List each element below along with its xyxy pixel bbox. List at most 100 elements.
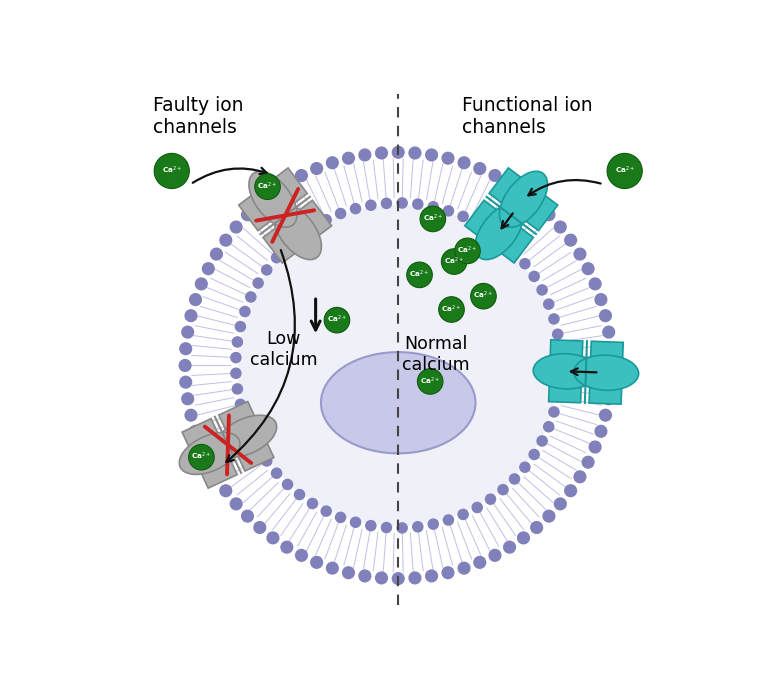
Circle shape (420, 206, 446, 232)
Circle shape (366, 520, 376, 531)
Circle shape (413, 522, 423, 532)
Circle shape (510, 474, 520, 484)
Circle shape (359, 570, 371, 582)
Circle shape (231, 368, 241, 379)
Text: Ca$^{2+}$: Ca$^{2+}$ (441, 303, 462, 315)
Circle shape (255, 174, 280, 199)
Ellipse shape (533, 354, 598, 389)
Text: Ca$^{2+}$: Ca$^{2+}$ (423, 212, 443, 224)
Circle shape (489, 170, 501, 181)
Circle shape (442, 152, 454, 164)
Polygon shape (465, 200, 533, 263)
Circle shape (426, 149, 437, 161)
Circle shape (439, 297, 465, 322)
Circle shape (336, 208, 346, 219)
Circle shape (295, 549, 308, 561)
Circle shape (267, 532, 279, 544)
Polygon shape (239, 168, 307, 230)
Circle shape (239, 206, 558, 525)
Circle shape (589, 441, 601, 453)
Circle shape (220, 485, 232, 497)
Circle shape (544, 421, 554, 432)
Circle shape (605, 343, 617, 354)
Circle shape (308, 498, 318, 509)
Circle shape (582, 456, 594, 468)
Circle shape (549, 314, 559, 324)
Circle shape (472, 219, 483, 228)
Circle shape (565, 235, 577, 246)
Circle shape (185, 410, 197, 421)
Circle shape (190, 293, 201, 305)
Circle shape (574, 248, 586, 260)
Circle shape (235, 322, 246, 331)
Circle shape (350, 517, 361, 527)
Circle shape (537, 436, 547, 446)
Circle shape (442, 567, 454, 579)
Circle shape (486, 227, 496, 237)
Text: Functional ion
channels: Functional ion channels (462, 96, 593, 137)
Circle shape (543, 209, 555, 221)
Circle shape (471, 284, 497, 309)
Circle shape (441, 248, 467, 274)
Circle shape (154, 154, 190, 188)
Circle shape (242, 510, 253, 522)
Circle shape (230, 498, 242, 510)
Polygon shape (549, 340, 583, 403)
Circle shape (605, 376, 617, 388)
Text: Ca$^{2+}$: Ca$^{2+}$ (420, 375, 441, 387)
Circle shape (271, 468, 281, 478)
Circle shape (281, 541, 293, 553)
Ellipse shape (573, 355, 639, 390)
Circle shape (211, 471, 222, 482)
Circle shape (556, 361, 566, 370)
Circle shape (529, 449, 539, 459)
Circle shape (555, 345, 565, 355)
Polygon shape (490, 168, 558, 230)
Circle shape (444, 206, 454, 216)
Circle shape (185, 310, 197, 322)
Circle shape (182, 326, 193, 338)
Circle shape (552, 329, 563, 339)
Text: Ca$^{2+}$: Ca$^{2+}$ (191, 451, 211, 462)
Circle shape (295, 170, 308, 181)
Text: Ca$^{2+}$: Ca$^{2+}$ (257, 181, 277, 192)
Circle shape (308, 222, 318, 233)
Text: Faulty ion
channels: Faulty ion channels (153, 96, 244, 137)
Ellipse shape (249, 172, 297, 227)
Circle shape (382, 199, 392, 208)
Circle shape (595, 293, 607, 305)
Circle shape (382, 522, 392, 533)
Ellipse shape (321, 352, 476, 453)
Circle shape (428, 519, 438, 529)
Circle shape (489, 549, 501, 561)
Circle shape (426, 570, 437, 582)
Circle shape (603, 393, 615, 405)
Circle shape (294, 231, 305, 242)
Circle shape (232, 384, 242, 394)
Circle shape (359, 149, 371, 161)
Circle shape (537, 285, 547, 295)
Circle shape (262, 265, 272, 275)
Circle shape (211, 248, 222, 260)
Circle shape (189, 444, 214, 470)
Circle shape (230, 221, 242, 233)
Circle shape (366, 200, 376, 210)
Circle shape (283, 480, 293, 489)
Circle shape (458, 157, 470, 169)
Circle shape (582, 263, 594, 275)
Circle shape (254, 197, 266, 209)
Circle shape (595, 426, 607, 437)
Circle shape (240, 415, 250, 424)
Circle shape (246, 429, 256, 439)
Polygon shape (589, 341, 623, 404)
Ellipse shape (274, 203, 322, 260)
Circle shape (589, 278, 601, 290)
Circle shape (196, 278, 207, 290)
Polygon shape (182, 419, 237, 488)
Circle shape (397, 523, 407, 533)
Circle shape (267, 187, 279, 199)
Circle shape (474, 556, 486, 568)
Circle shape (458, 211, 469, 221)
Circle shape (603, 326, 615, 338)
Ellipse shape (179, 432, 240, 475)
